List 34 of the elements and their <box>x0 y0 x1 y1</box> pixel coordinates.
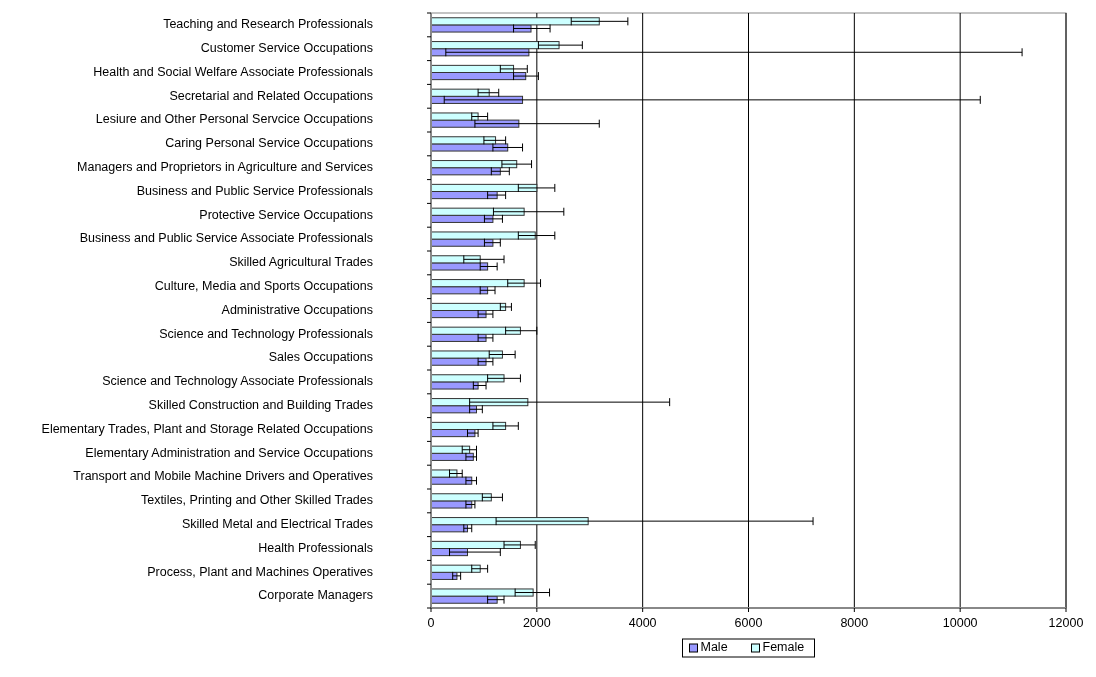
y-tick-label: Elementary Trades, Plant and Storage Related Occupations <box>41 421 373 436</box>
x-tick-label: 0 <box>427 616 435 630</box>
legend-label: Male <box>700 640 728 655</box>
y-tick-label: Science and Technology Associate Professionals <box>102 374 373 389</box>
y-tick-label: Skilled Agricultural Trades <box>229 255 373 270</box>
y-tick-label: Administrative Occupations <box>221 302 373 317</box>
x-tick-label: 8000 <box>840 616 869 630</box>
y-tick-label: Transport and Mobile Machine Drivers and Operatives <box>73 469 373 484</box>
y-tick-label: Skilled Metal and Electrical Trades <box>181 517 373 531</box>
y-tick-label: Caring Personal Service Occupations <box>165 136 373 151</box>
y-tick-label: Culture, Media and Sports Occupations <box>154 279 373 293</box>
x-tick-label: 4000 <box>628 616 657 630</box>
x-tick-label: 6000 <box>734 616 763 630</box>
y-tick-label: Managers and Proprietors in Agriculture and Services <box>77 160 373 174</box>
y-tick-label: Health and Social Welfare Associate Professionals <box>93 64 373 79</box>
y-tick-label: Elementary Administration and Service Occupations <box>85 445 373 460</box>
legend-label: Female <box>762 640 805 655</box>
y-tick-label: Lesiure and Other Personal Servcice Occupations <box>95 112 373 127</box>
y-tick-label: Skilled Construction and Building Trades <box>148 398 373 412</box>
y-tick-label: Secretarial and Related Occupations <box>169 88 373 103</box>
x-tick-label: 12000 <box>1048 616 1084 630</box>
y-tick-label: Customer Service Occupations <box>200 41 373 55</box>
y-tick-label: Sales Occupations <box>268 350 373 365</box>
y-tick-label: Science and Technology Professionals <box>159 326 373 341</box>
y-tick-label: Health Professionals <box>258 540 373 555</box>
y-tick-label: Textiles, Printing and Other Skilled Trades <box>140 493 373 508</box>
x-tick-label: 10000 <box>942 616 978 630</box>
x-tick-label: 2000 <box>522 616 551 630</box>
y-tick-label: Teaching and Research Professionals <box>163 17 373 32</box>
y-tick-label: Business and Public Service Professionals <box>136 183 373 198</box>
y-tick-label: Corporate Managers <box>258 588 373 603</box>
y-tick-label: Protective Service Occupations <box>199 207 373 222</box>
y-tick-label: Business and Public Service Associate Professionals <box>79 231 373 246</box>
y-tick-label: Process, Plant and Machines Operatives <box>147 564 373 579</box>
